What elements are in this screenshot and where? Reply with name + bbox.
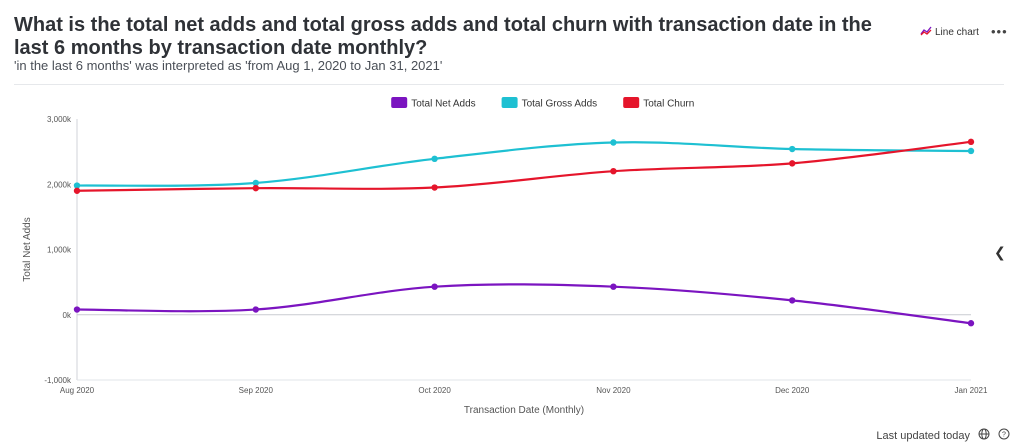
- y-axis-title: Total Net Adds: [22, 217, 33, 281]
- x-tick-label: Nov 2020: [596, 386, 631, 395]
- chart-container: -1,000k 0k 1,000k 2,000k 3,000k Aug 2020 Sep 2…: [14, 84, 1004, 425]
- x-tick-label: Oct 2020: [418, 386, 451, 395]
- y-tick-label: 0k: [63, 311, 72, 320]
- data-point: [967, 320, 975, 327]
- data-point: [789, 160, 796, 167]
- data-point: [967, 147, 975, 155]
- data-point: [252, 184, 259, 192]
- data-point: [73, 182, 81, 189]
- collapse-panel-icon[interactable]: ❮: [994, 244, 1006, 260]
- help-icon[interactable]: ?: [998, 428, 1010, 443]
- data-point: [431, 283, 438, 290]
- legend-swatch: [623, 97, 640, 108]
- legend-swatch: [391, 97, 408, 108]
- data-point: [610, 139, 617, 146]
- x-tick-label: Sep 2020: [239, 386, 274, 395]
- data-point: [610, 168, 617, 175]
- series-line-total-net-adds: [76, 283, 972, 325]
- page-title: What is the total net adds and total gro…: [14, 14, 872, 59]
- globe-icon[interactable]: [978, 428, 990, 443]
- more-options-button[interactable]: •••: [991, 24, 1008, 39]
- y-tick-label: 2,000k: [47, 180, 72, 189]
- x-tick-label: Dec 2020: [775, 386, 810, 395]
- y-tick-label: -1,000k: [44, 376, 72, 385]
- legend-label: Total Gross Adds: [522, 99, 598, 110]
- line-chart: -1,000k 0k 1,000k 2,000k 3,000k Aug 2020 Sep 2…: [22, 97, 988, 416]
- data-point: [789, 297, 796, 304]
- svg-text:?: ?: [1002, 432, 1006, 439]
- footer: Last updated today ?: [876, 428, 1010, 443]
- data-point: [73, 306, 81, 313]
- data-point: [252, 306, 259, 313]
- legend-label: Total Churn: [643, 99, 694, 110]
- y-tick-label: 1,000k: [47, 246, 72, 255]
- data-point: [431, 155, 438, 163]
- interpretation-note: 'in the last 6 months' was interpreted a…: [14, 58, 443, 73]
- legend-swatch: [501, 97, 518, 108]
- series-line-total-gross-adds: [76, 141, 972, 187]
- x-axis-title: Transaction Date (Monthly): [464, 405, 584, 416]
- data-point: [967, 138, 975, 146]
- data-point: [789, 145, 796, 153]
- y-tick-label: 3,000k: [47, 115, 72, 124]
- data-point: [610, 283, 617, 290]
- x-tick-label: Aug 2020: [60, 386, 95, 395]
- series-line-total-churn: [76, 140, 972, 192]
- data-point: [73, 187, 81, 194]
- data-point: [252, 179, 259, 187]
- legend-label: Total Net Adds: [411, 99, 475, 110]
- chart-type-button[interactable]: Line chart: [920, 26, 979, 39]
- line-chart-icon: [920, 26, 932, 39]
- x-tick-label: Jan 2021: [955, 386, 988, 395]
- chart-type-label: Line chart: [935, 27, 979, 38]
- last-updated-text: Last updated today: [876, 429, 970, 442]
- data-point: [431, 184, 438, 191]
